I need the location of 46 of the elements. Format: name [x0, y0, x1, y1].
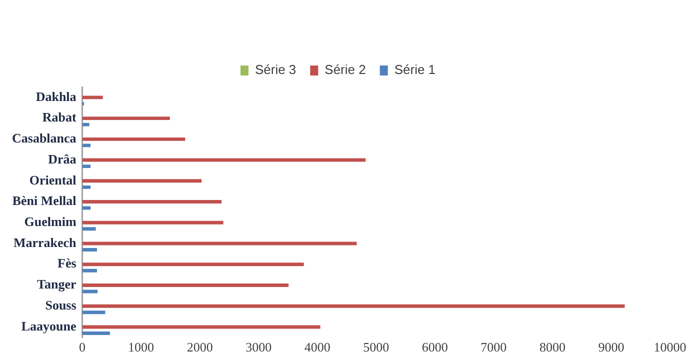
- bar: [82, 158, 366, 162]
- bar: [82, 164, 91, 168]
- bar: [82, 227, 96, 231]
- bar: [82, 122, 90, 126]
- y-tick-label: Tanger: [37, 276, 77, 292]
- bar: [82, 185, 91, 189]
- x-tick-label: 4000: [304, 340, 330, 355]
- legend-label: Série 3: [254, 62, 296, 78]
- bar: [82, 144, 91, 148]
- bar: [82, 116, 170, 120]
- y-tick-label: Laayoune: [21, 318, 77, 334]
- x-tick-label: 7000: [480, 340, 507, 355]
- bar: [82, 262, 304, 266]
- x-tick-label: 8000: [539, 340, 566, 355]
- bar: [82, 179, 202, 183]
- y-tick-label: Bèni Mellal: [12, 193, 77, 208]
- bar: [82, 304, 625, 308]
- y-tick-label: Drâa: [48, 151, 77, 166]
- bar: [82, 332, 110, 335]
- y-tick-label: Oriental: [29, 172, 77, 188]
- x-tick-label: 3000: [246, 340, 272, 355]
- legend-label: Série 1: [394, 62, 436, 78]
- y-tick-label: Guelmim: [24, 214, 76, 229]
- bar: [82, 96, 103, 100]
- x-tick-label: 6000: [422, 340, 448, 355]
- x-tick-label: 9000: [598, 340, 624, 355]
- y-tick-label: Marrakech: [13, 234, 78, 250]
- x-tick-label: 1000: [128, 340, 154, 355]
- y-tick-label: Dakhla: [36, 88, 77, 104]
- x-tick-label: 0: [79, 340, 86, 355]
- x-tick-label: 2000: [186, 340, 213, 355]
- bar: [82, 220, 224, 224]
- y-tick-label: Rabat: [42, 110, 77, 125]
- bar: [82, 268, 97, 272]
- bar: [82, 248, 97, 252]
- bar: [82, 137, 186, 141]
- legend-label: Série 2: [324, 62, 366, 78]
- y-tick-label: Fès: [58, 256, 76, 271]
- x-tick-label: 5000: [363, 340, 390, 355]
- y-tick-label: Casablanca: [12, 130, 77, 146]
- bar: [82, 284, 289, 287]
- bar: [82, 200, 222, 204]
- x-tick-label: 10000: [654, 340, 686, 355]
- bar: [82, 310, 106, 314]
- y-tick-label: Souss: [45, 297, 76, 312]
- bar: [82, 325, 320, 329]
